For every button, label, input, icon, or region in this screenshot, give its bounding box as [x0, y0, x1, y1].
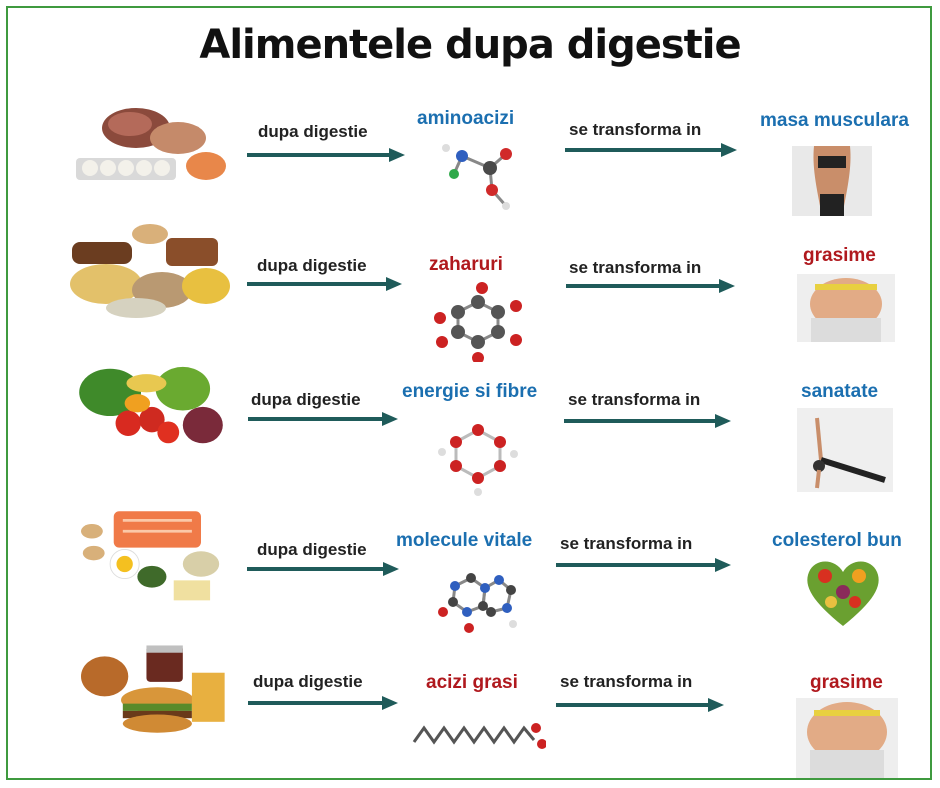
product-label: zaharuri — [429, 254, 503, 275]
arrow-icon — [565, 143, 737, 157]
arrow-icon — [247, 562, 399, 576]
arrow-icon — [248, 696, 398, 710]
fatty-acid-chain-icon — [412, 723, 546, 749]
amino-acid-molecule-icon — [442, 144, 512, 210]
arrow-icon — [566, 279, 735, 293]
bread-pasta-grains-icon — [70, 224, 230, 318]
meat-eggs-fish-icon — [76, 108, 226, 180]
belly-fat-icon — [796, 698, 898, 778]
arrow-icon — [556, 698, 724, 712]
result-label: grasime — [810, 672, 883, 693]
product-label: acizi grasi — [426, 672, 518, 693]
sugar-molecule-icon — [434, 282, 522, 362]
page-title: Alimentele dupa digestie — [199, 22, 741, 68]
product-label: energie si fibre — [402, 381, 538, 402]
arrow-icon — [247, 277, 402, 291]
row-carbohydrates: dupa digestie zaharuri se transforma in … — [0, 218, 940, 362]
product-label: molecule vitale — [396, 530, 533, 551]
row-healthy-fats: dupa digestie molecule vitale se transfo… — [0, 504, 940, 644]
heart-vegetables-icon — [807, 561, 879, 626]
dupa-digestie-label: dupa digestie — [258, 122, 368, 141]
arrow-icon — [556, 558, 731, 572]
result-label: colesterol bun — [772, 530, 902, 551]
arrow-icon — [564, 414, 731, 428]
result-label: sanatate — [801, 381, 879, 402]
se-transforma-label: se transforma in — [569, 258, 702, 277]
row-vegetables: dupa digestie energie si fibre se transf… — [0, 356, 940, 496]
arrow-icon — [247, 148, 405, 162]
se-transforma-label: se transforma in — [560, 534, 693, 553]
vitamin-molecule-icon — [438, 573, 517, 633]
se-transforma-label: se transforma in — [569, 120, 702, 139]
row-proteins: dupa digestie aminoacizi se transforma i… — [0, 96, 940, 236]
row-fastfood: dupa digestie acizi grasi se transforma … — [0, 640, 940, 780]
muscular-woman-icon — [792, 146, 872, 216]
dupa-digestie-label: dupa digestie — [257, 256, 367, 275]
dupa-digestie-label: dupa digestie — [257, 540, 367, 559]
se-transforma-label: se transforma in — [560, 672, 693, 691]
product-label: aminoacizi — [417, 108, 515, 129]
belly-fat-icon — [797, 274, 895, 342]
glucose-ring-molecule-icon — [438, 424, 518, 496]
yoga-pose-icon — [797, 408, 893, 492]
se-transforma-label: se transforma in — [568, 390, 701, 409]
result-label: grasime — [803, 245, 876, 266]
arrow-icon — [248, 412, 398, 426]
dupa-digestie-label: dupa digestie — [251, 390, 361, 409]
result-label: masa musculara — [760, 110, 909, 131]
dupa-digestie-label: dupa digestie — [253, 672, 363, 691]
nuts-salmon-avocado-icon — [81, 511, 220, 601]
fastfood-icon — [81, 645, 225, 733]
infographic-frame — [6, 6, 932, 780]
vegetables-icon — [79, 366, 223, 444]
